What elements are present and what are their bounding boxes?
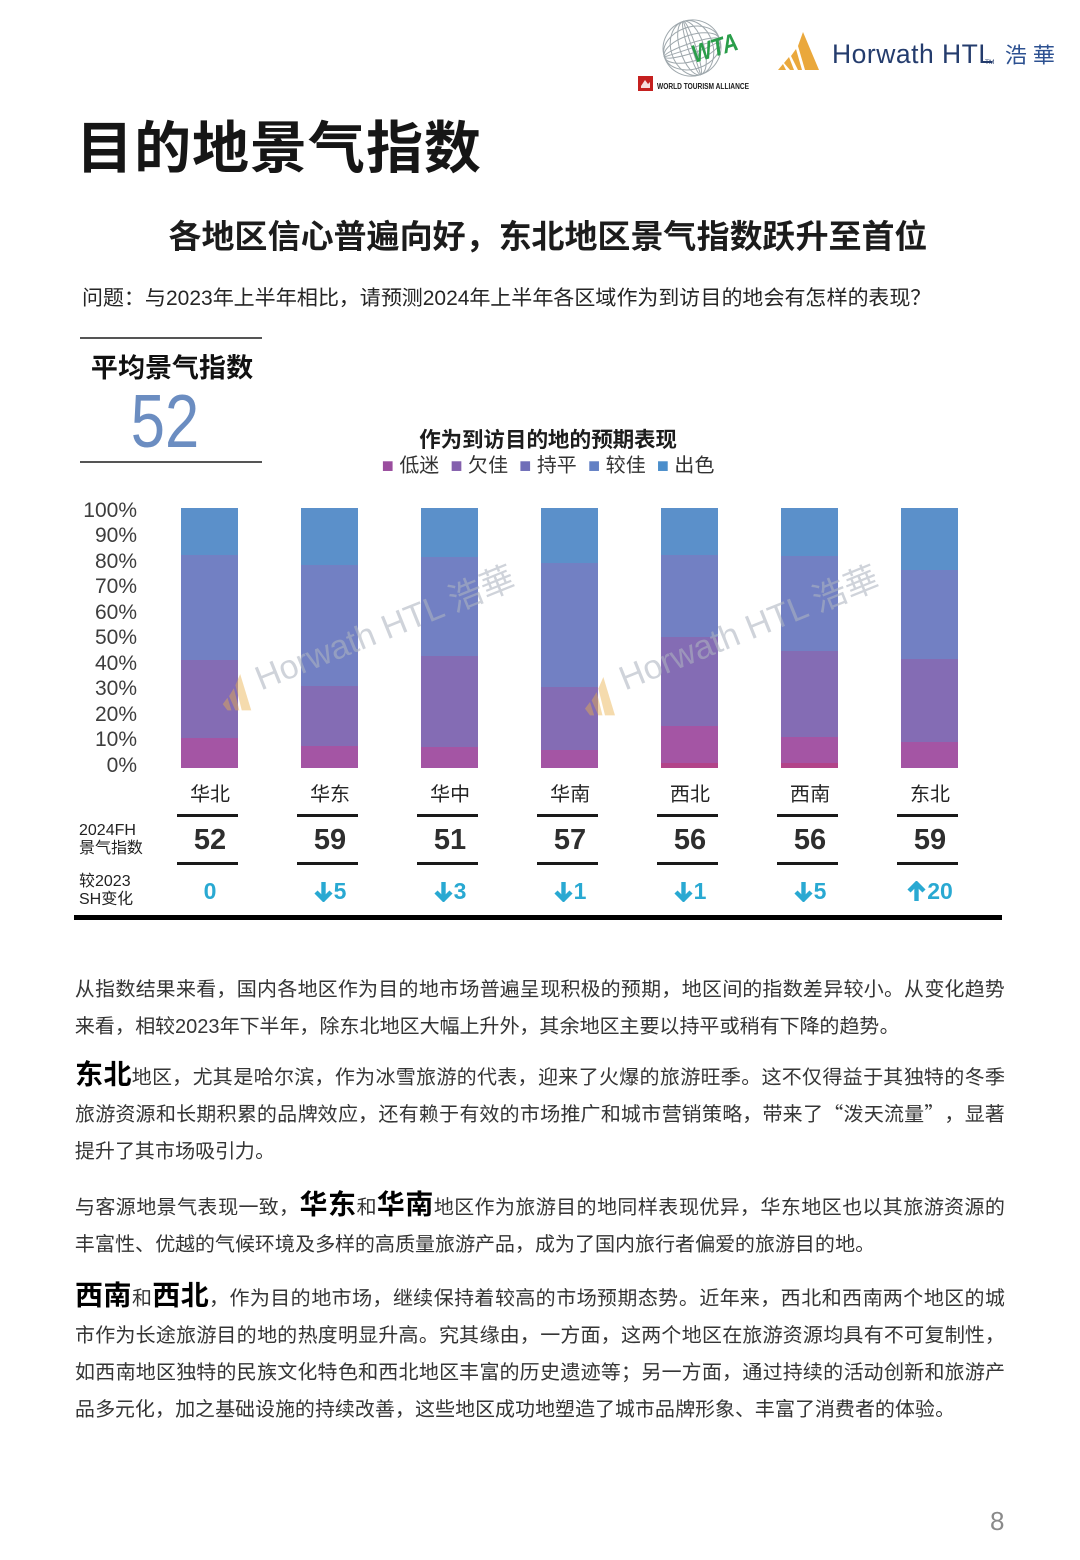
svg-text:Horwath HTL: Horwath HTL — [832, 39, 994, 69]
svg-text:浩華: 浩華 — [1005, 38, 1061, 70]
svg-text:TM: TM — [985, 59, 994, 66]
svg-text:WTA: WTA — [688, 28, 741, 69]
svg-text:WORLD TOURISM ALLIANCE: WORLD TOURISM ALLIANCE — [657, 82, 750, 91]
